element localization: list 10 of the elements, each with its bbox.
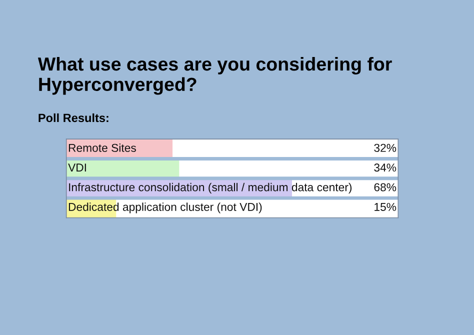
y-tick-label: Infrastructure consolidation (small / medium data center) [69,182,352,194]
chart-subtitle: Poll Results: [38,113,108,122]
chart-title: What use cases are you considering for Hyperconverged? [38,56,392,95]
y-tick-label: VDI [68,164,86,172]
data-label: 32% [374,144,396,152]
data-label: 34% [374,164,396,172]
y-tick-label: Remote Sites [68,144,136,152]
y-tick-label: Dedicated application cluster (not VDI) [68,202,262,214]
data-label: 68% [374,183,396,192]
data-label: 15% [374,202,396,211]
